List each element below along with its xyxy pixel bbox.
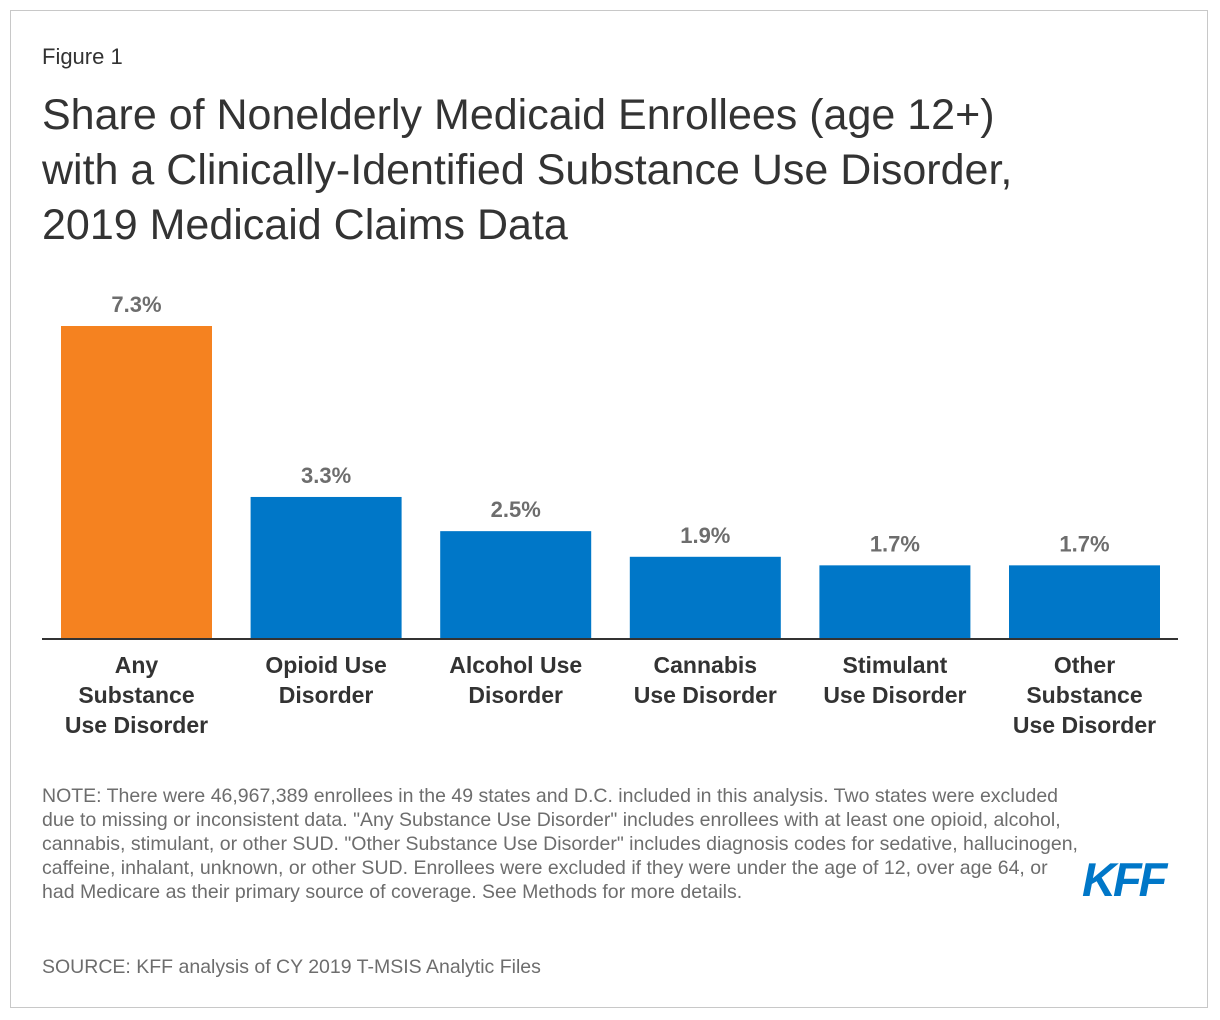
title-line: Share of Nonelderly Medicaid Enrollees (… [42, 91, 995, 139]
source-text: SOURCE: KFF analysis of CY 2019 T-MSIS A… [42, 956, 541, 978]
category-label: Alcohol Use [449, 652, 582, 678]
category-label: Opioid Use [265, 652, 386, 678]
category-label: Use Disorder [823, 682, 966, 708]
category-label: Stimulant [843, 652, 948, 678]
category-label: Other [1054, 652, 1115, 678]
category-label: Any [115, 652, 159, 678]
category-label: Use Disorder [634, 682, 777, 708]
data-label: 7.3% [111, 292, 161, 317]
title-line: with a Clinically-Identified Substance U… [42, 146, 1013, 194]
chart-title: Share of Nonelderly Medicaid Enrollees (… [42, 88, 1182, 253]
bar [440, 531, 592, 638]
kff-logo: KFF [1082, 854, 1172, 904]
bar [61, 326, 212, 638]
figure-label: Figure 1 [42, 44, 123, 69]
category-label: Disorder [279, 682, 374, 708]
category-label: Disorder [468, 682, 563, 708]
category-label: Use Disorder [65, 712, 208, 738]
data-label: 1.7% [1059, 531, 1109, 556]
category-label: Substance [1026, 682, 1142, 708]
bar [819, 565, 971, 638]
bar [1009, 565, 1160, 638]
data-label: 3.3% [301, 463, 351, 488]
note-text: NOTE: There were 46,967,389 enrollees in… [42, 785, 1078, 903]
data-label: 2.5% [491, 497, 541, 522]
figure-frame [10, 10, 1208, 1008]
bar [250, 496, 402, 638]
bar [629, 556, 781, 638]
data-label: 1.7% [870, 531, 920, 556]
data-label: 1.9% [680, 523, 730, 548]
title-line: 2019 Medicaid Claims Data [42, 201, 568, 249]
category-label: Cannabis [654, 652, 758, 678]
bar-chart: 7.3% Any Substance Use Disorder 3.3% Opioid U… [42, 292, 1178, 738]
category-label: Use Disorder [1013, 712, 1156, 738]
logo-text: KFF [1082, 854, 1169, 904]
category-label: Substance [78, 682, 194, 708]
